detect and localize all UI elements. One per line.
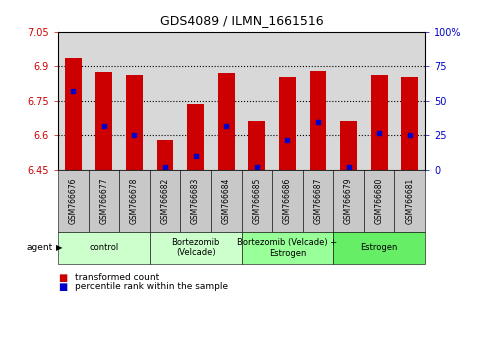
- Text: percentile rank within the sample: percentile rank within the sample: [75, 282, 228, 291]
- Text: GSM766679: GSM766679: [344, 178, 353, 224]
- Text: GSM766680: GSM766680: [375, 178, 384, 224]
- Text: GSM766687: GSM766687: [313, 178, 323, 224]
- Text: transformed count: transformed count: [75, 273, 159, 282]
- Bar: [187, 104, 204, 170]
- Text: GSM766682: GSM766682: [160, 178, 170, 224]
- Bar: [340, 121, 357, 170]
- Bar: [156, 141, 173, 170]
- Text: GSM766683: GSM766683: [191, 178, 200, 224]
- Text: GDS4089 / ILMN_1661516: GDS4089 / ILMN_1661516: [160, 14, 323, 27]
- Text: Estrogen: Estrogen: [360, 243, 398, 252]
- Text: ▶: ▶: [56, 243, 62, 252]
- Text: control: control: [89, 243, 118, 252]
- Text: GSM766681: GSM766681: [405, 178, 414, 224]
- Bar: [65, 58, 82, 170]
- Text: GSM766676: GSM766676: [69, 178, 78, 224]
- Text: ■: ■: [58, 273, 67, 283]
- Text: agent: agent: [27, 243, 53, 252]
- Bar: [279, 77, 296, 170]
- Text: GSM766678: GSM766678: [130, 178, 139, 224]
- Bar: [401, 77, 418, 170]
- Text: Bortezomib (Velcade) +
Estrogen: Bortezomib (Velcade) + Estrogen: [237, 238, 338, 257]
- Bar: [310, 70, 327, 170]
- Text: GSM766685: GSM766685: [252, 178, 261, 224]
- Text: GSM766684: GSM766684: [222, 178, 231, 224]
- Text: GSM766677: GSM766677: [99, 178, 108, 224]
- Bar: [126, 75, 143, 170]
- Bar: [218, 73, 235, 170]
- Bar: [371, 75, 387, 170]
- Text: GSM766686: GSM766686: [283, 178, 292, 224]
- Bar: [248, 121, 265, 170]
- Bar: [96, 72, 112, 170]
- Text: Bortezomib
(Velcade): Bortezomib (Velcade): [171, 238, 220, 257]
- Text: ■: ■: [58, 282, 67, 292]
